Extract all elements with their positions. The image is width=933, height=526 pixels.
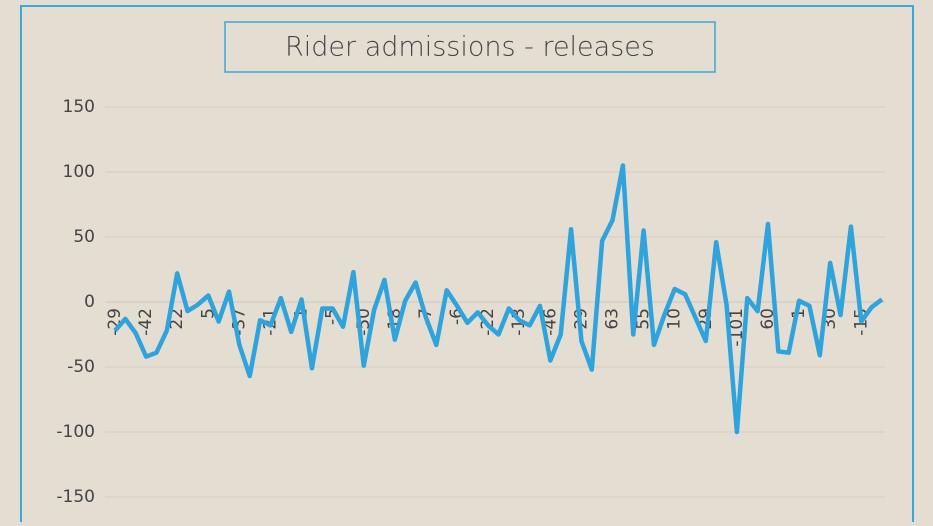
x-tick-label: 10 <box>665 308 685 330</box>
x-tick-label: 5 <box>198 308 218 319</box>
y-tick-label: -50 <box>67 357 95 377</box>
x-tick-label: 55 <box>634 308 654 330</box>
chart-border <box>20 5 914 526</box>
y-tick-label: 150 <box>63 97 95 117</box>
x-tick-label: -42 <box>136 308 156 336</box>
x-tick-label: 60 <box>758 308 778 330</box>
x-tick-label: -101 <box>727 308 747 347</box>
data-line <box>113 163 884 435</box>
y-tick-label: 50 <box>73 227 95 247</box>
y-tick-label: -150 <box>56 487 95 507</box>
y-tick-label: 0 <box>84 292 95 312</box>
x-tick-label: 63 <box>603 308 623 330</box>
title-box <box>224 21 716 73</box>
y-tick-label: 100 <box>63 162 95 182</box>
x-tick-label: 1 <box>789 308 809 319</box>
x-tick-label: -29 <box>105 308 125 336</box>
chart-title: Rider admissions - releases <box>285 32 655 63</box>
y-tick-label: -100 <box>56 422 95 442</box>
